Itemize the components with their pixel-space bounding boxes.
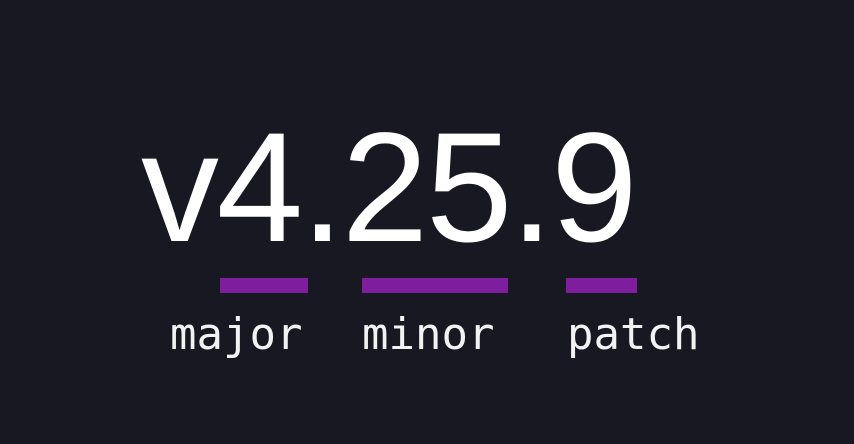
minor-underline (362, 278, 508, 293)
major-label: major (170, 309, 303, 360)
minor-label: minor (362, 309, 495, 360)
version-number: v4.25.9 (141, 101, 638, 275)
patch-underline (566, 278, 637, 293)
major-underline (220, 278, 308, 293)
patch-label: patch (567, 309, 700, 360)
